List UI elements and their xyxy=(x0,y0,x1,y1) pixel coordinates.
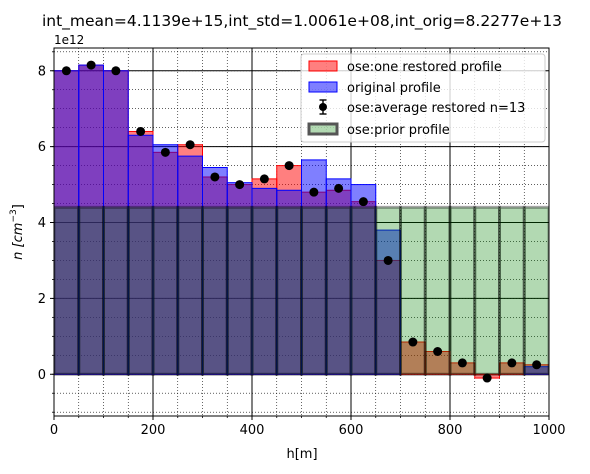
average-point xyxy=(532,360,542,370)
y-tick-label: 0 xyxy=(38,368,46,383)
x-tick-label: 600 xyxy=(339,423,364,438)
average-point xyxy=(433,347,443,357)
y-tick-label: 4 xyxy=(38,216,46,231)
y-tick-label: 2 xyxy=(38,292,46,307)
average-point xyxy=(408,337,418,347)
legend-label-prior: ose:prior profile xyxy=(347,123,450,138)
average-point xyxy=(136,126,146,136)
bar-prior xyxy=(201,205,229,376)
bar-prior xyxy=(151,205,180,376)
y-axis-label-close: ] xyxy=(11,204,26,209)
legend-label-original: original profile xyxy=(347,81,441,96)
legend: ose:one restored profile original profil… xyxy=(300,53,546,143)
bar-original xyxy=(276,189,302,375)
bar-prior xyxy=(349,205,378,376)
legend-marker-average xyxy=(319,99,327,115)
average-point xyxy=(482,373,492,383)
x-tick-label: 1000 xyxy=(532,423,565,438)
x-tick-label: 200 xyxy=(141,423,166,438)
bar-prior xyxy=(225,205,254,376)
y-axis-label: n [cm−3] xyxy=(9,204,26,260)
y-tick-label: 8 xyxy=(38,64,46,79)
x-axis-label: h[m] xyxy=(286,447,317,462)
y-axis-label-base: n [cm xyxy=(11,223,26,260)
x-axis: 0 200 400 600 800 1000 xyxy=(50,416,566,438)
bar-prior xyxy=(275,205,303,376)
bar-original xyxy=(202,167,228,375)
bar-original xyxy=(375,229,401,375)
average-point xyxy=(457,358,467,368)
x-tick-label: 400 xyxy=(240,423,265,438)
bar-prior xyxy=(522,205,549,376)
y-axis-label-exp: −3 xyxy=(9,209,19,222)
average-point xyxy=(61,66,71,76)
legend-box xyxy=(300,53,546,143)
bar-original xyxy=(177,155,203,375)
bar-original xyxy=(325,178,352,375)
legend-label-restored: ose:one restored profile xyxy=(347,60,502,75)
average-point xyxy=(235,180,245,190)
bar-prior xyxy=(498,205,526,376)
y-axis: 0 2 4 6 8 xyxy=(38,51,54,413)
average-point xyxy=(284,161,294,171)
bar-prior xyxy=(423,205,452,376)
bar-original xyxy=(127,134,154,375)
bar-original xyxy=(350,184,377,375)
legend-label-average: ose:average restored n=13 xyxy=(347,101,525,116)
bar-prior xyxy=(473,205,501,376)
average-point xyxy=(309,187,319,197)
average-point xyxy=(259,174,269,184)
bar-original xyxy=(251,187,278,375)
average-point xyxy=(86,60,96,70)
bar-prior xyxy=(448,205,477,376)
average-points xyxy=(61,60,542,383)
legend-swatch-prior xyxy=(307,122,339,136)
average-point xyxy=(507,358,517,368)
bar-prior xyxy=(126,205,155,376)
bar-prior xyxy=(300,205,328,376)
legend-swatch-restored xyxy=(308,60,338,72)
chart-title: int_mean=4.1139e+15,int_std=1.0061e+08,i… xyxy=(42,12,562,31)
average-point xyxy=(185,140,195,150)
average-point xyxy=(160,147,170,157)
average-point xyxy=(358,197,368,207)
bar-prior xyxy=(54,205,81,376)
bar-original xyxy=(78,64,104,375)
y-offset-label: 1e12 xyxy=(54,33,84,47)
bar-prior xyxy=(102,205,130,376)
bar-prior xyxy=(77,205,105,376)
average-point xyxy=(334,183,344,193)
legend-swatch-original xyxy=(308,81,338,93)
bars xyxy=(54,64,549,379)
average-point xyxy=(210,172,220,182)
x-tick-label: 0 xyxy=(50,423,58,438)
average-point xyxy=(383,255,393,265)
average-point xyxy=(111,66,121,76)
bar-prior xyxy=(250,205,279,376)
bar-prior xyxy=(176,205,204,376)
bar-prior xyxy=(399,205,427,376)
bar-prior xyxy=(374,205,402,376)
y-tick-label: 6 xyxy=(38,140,46,155)
bar-prior xyxy=(324,205,353,376)
x-tick-label: 800 xyxy=(438,423,463,438)
bar-original xyxy=(54,70,80,375)
